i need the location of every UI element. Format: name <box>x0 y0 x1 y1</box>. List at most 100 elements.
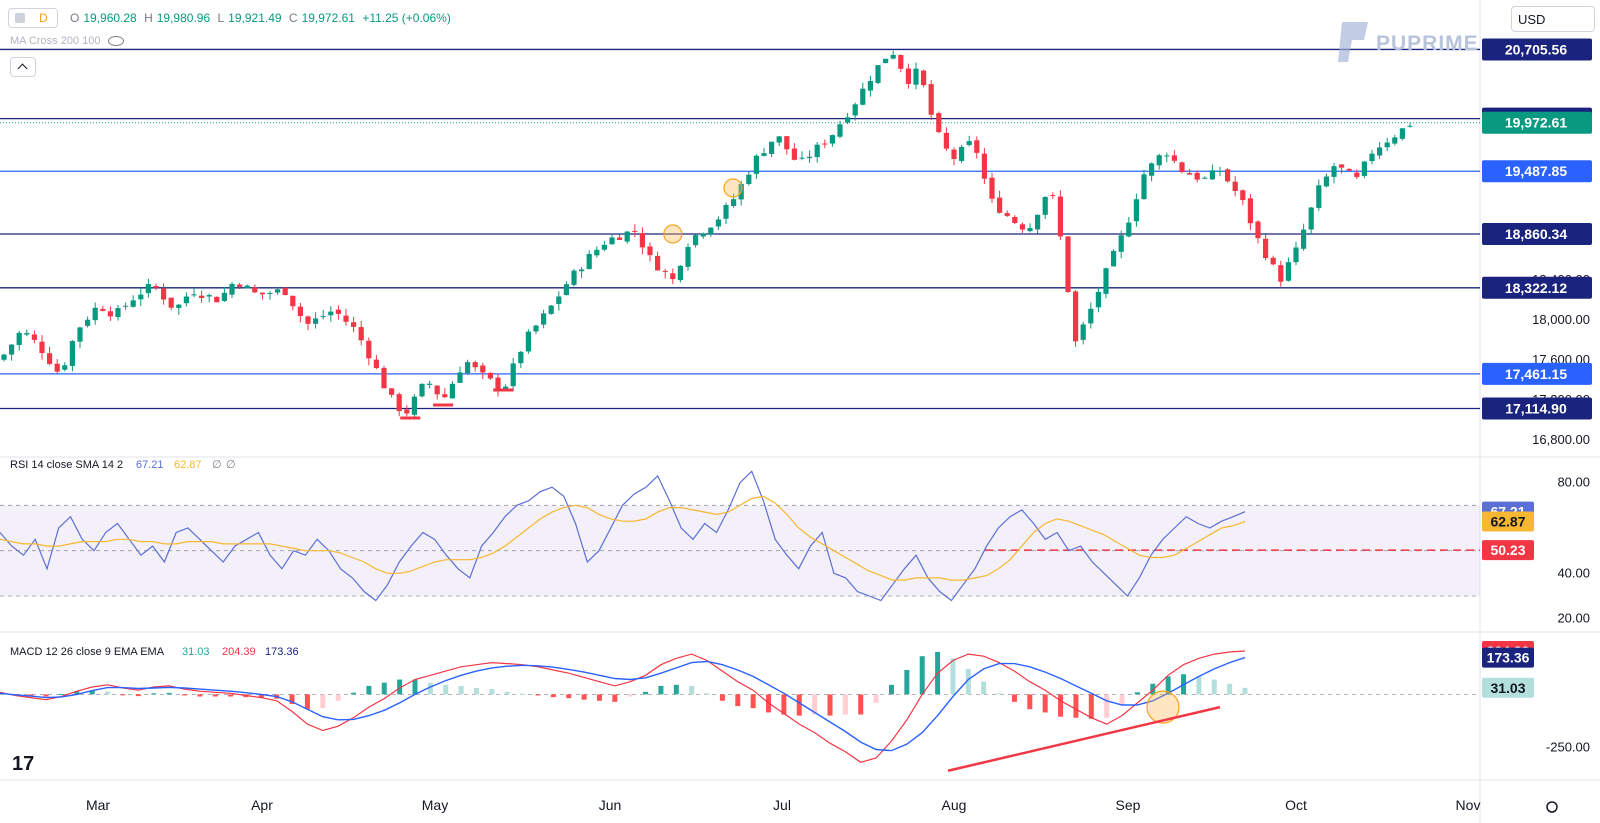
candle-body <box>685 246 691 267</box>
macd-histogram-bar <box>258 694 264 698</box>
macd-histogram-bar <box>1227 683 1233 695</box>
candle-body <box>617 237 623 240</box>
candle-body <box>1156 155 1162 166</box>
candle-body <box>700 233 706 237</box>
candle-body <box>92 307 98 321</box>
candle-body <box>282 287 288 296</box>
rsi-legend-null: ∅ <box>226 459 236 471</box>
candle-body <box>1384 142 1390 148</box>
candle-body <box>1019 224 1025 230</box>
candle-body <box>548 305 554 314</box>
candle-body <box>579 269 585 272</box>
candle-body <box>1111 250 1117 267</box>
candle-body <box>1187 172 1193 175</box>
candle-body <box>1301 229 1307 249</box>
candle-body <box>525 331 531 352</box>
candle-body <box>1179 162 1185 173</box>
annotation-circle <box>723 178 743 198</box>
brand-logo-mark <box>1338 22 1368 62</box>
macd-histogram-bar <box>1150 683 1156 695</box>
candle-body <box>381 367 387 389</box>
candle-body <box>503 386 509 391</box>
macd-histogram-bar <box>43 694 49 697</box>
ohlc-change: +11.25 (+0.06%) <box>362 11 451 25</box>
macd-histogram-bar <box>120 694 126 696</box>
candle-body <box>434 385 440 395</box>
macd-histogram-bar <box>704 693 710 695</box>
candle-body <box>1 354 7 360</box>
candle-body <box>358 327 364 341</box>
candle-body <box>1232 181 1238 192</box>
macd-histogram-bar <box>381 682 387 695</box>
macd-histogram-bar <box>612 694 618 702</box>
candle-body <box>1346 168 1352 171</box>
rsi-value-label-bg <box>1482 511 1534 532</box>
candle-body <box>510 363 516 387</box>
macd-histogram-bar <box>796 694 802 716</box>
horizontal-level-label: 18,322.12 <box>1505 280 1567 296</box>
macd-histogram-bar <box>212 694 218 697</box>
candle-body <box>1080 324 1086 340</box>
ohlc-close: 19,972.61 <box>301 11 355 25</box>
candle-body <box>928 84 934 115</box>
macd-histogram-bar <box>673 684 679 695</box>
macd-histogram-bar <box>473 688 479 695</box>
indicator-ma-label[interactable]: MA Cross 200 100 <box>10 35 128 47</box>
time-tick-label: Aug <box>942 797 967 813</box>
brand-logo: PUPRIME <box>1334 18 1494 68</box>
candle-body <box>1164 155 1170 157</box>
macd-histogram-bar <box>981 681 987 695</box>
candle-body <box>411 396 417 415</box>
macd-annotation-circle <box>1146 690 1180 724</box>
macd-histogram-bar <box>904 670 910 695</box>
candle-body <box>259 292 265 295</box>
candle-body <box>16 332 22 345</box>
ohlc-low: 19,921.49 <box>228 11 282 25</box>
candle-body <box>229 283 235 295</box>
horizontal-level-label: 17,461.15 <box>1505 366 1567 382</box>
macd-value-label: 31.03 <box>1490 680 1525 696</box>
macd-histogram-bar <box>304 694 310 710</box>
macd-histogram-bar <box>320 694 326 709</box>
candle-body <box>343 315 349 322</box>
macd-histogram-bar <box>412 679 418 695</box>
candle-body <box>594 249 600 256</box>
candle-body <box>837 124 843 137</box>
candle-body <box>480 365 486 373</box>
macd-histogram-bar <box>489 689 495 695</box>
candle-body <box>320 316 326 318</box>
candle-body <box>1133 199 1139 222</box>
horizontal-level-label-bg <box>1482 38 1592 61</box>
macd-histogram-bar <box>28 694 34 696</box>
candle-body <box>905 68 911 84</box>
ohlc-open-label: O <box>70 11 80 25</box>
macd-value-label-bg <box>1482 647 1534 668</box>
brand-logo-text: PUPRIME <box>1376 32 1479 55</box>
candle-body <box>183 296 189 304</box>
candle-body <box>335 309 341 314</box>
currency-select[interactable]: USD <box>1511 6 1595 32</box>
symbol-badge[interactable]: D <box>8 8 58 28</box>
candle-body <box>487 372 493 379</box>
macd-histogram-bar <box>566 694 572 699</box>
eye-hidden-icon[interactable] <box>107 36 124 47</box>
rsi-ma-line <box>0 495 1246 581</box>
horizontal-level-label-bg <box>1482 362 1592 385</box>
macd-histogram-bar <box>1134 692 1140 695</box>
candle-body <box>1331 166 1337 177</box>
candle-body <box>1118 235 1124 252</box>
macd-trend-line <box>947 705 1221 772</box>
candle-body <box>1095 291 1101 308</box>
macd-histogram-bar <box>781 694 787 715</box>
macd-histogram-bar <box>735 694 741 707</box>
candle-body <box>39 341 45 354</box>
macd-histogram-bar <box>627 694 633 697</box>
collapse-legend-button[interactable] <box>10 57 36 77</box>
time-tick-label: Apr <box>251 797 273 813</box>
macd-value-label: 173.36 <box>1487 650 1530 666</box>
price-tick-label: 16,800.00 <box>1532 432 1590 447</box>
candle-body <box>791 148 797 160</box>
candle-body <box>981 153 987 179</box>
candle-body <box>427 383 433 385</box>
